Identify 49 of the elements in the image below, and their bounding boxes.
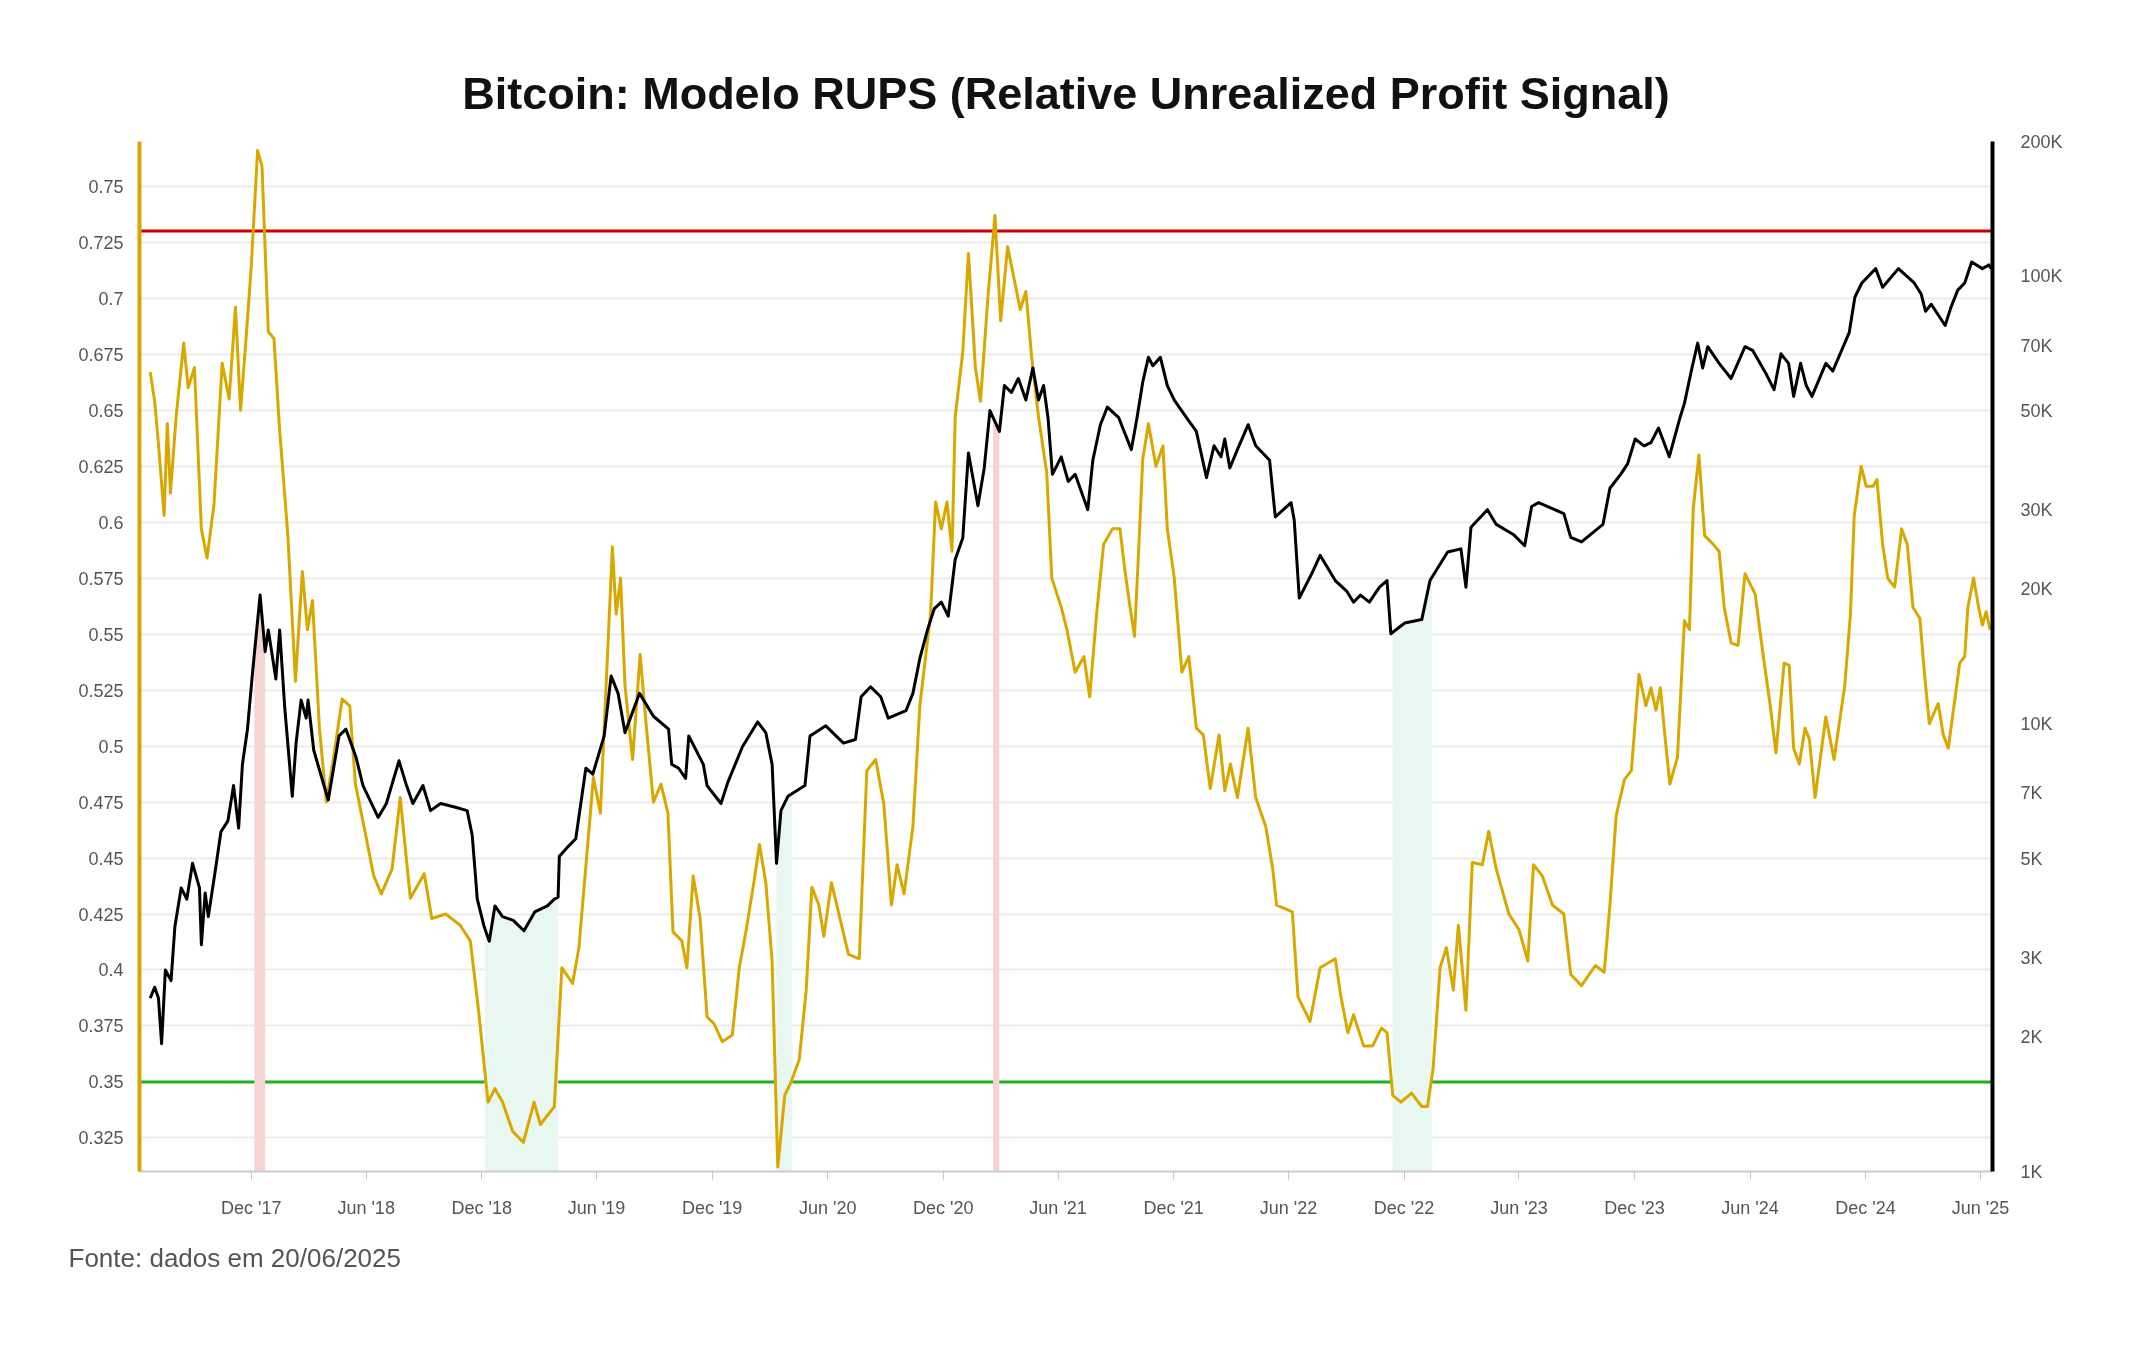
x-tick-label: Jun '19 bbox=[567, 1197, 626, 1218]
y2-tick-label: 5K bbox=[2020, 848, 2043, 869]
x-tick-label: Jun '23 bbox=[1490, 1197, 1548, 1218]
x-tick-label: Dec '22 bbox=[1373, 1197, 1435, 1218]
x-tick-label: Jun '22 bbox=[1259, 1197, 1318, 1218]
y2-tick-label: 2K bbox=[2020, 1026, 2043, 1047]
x-tick-label: Jun '24 bbox=[1721, 1197, 1779, 1218]
y2-tick-label: 100K bbox=[2020, 266, 2063, 287]
y2-tick-label: 30K bbox=[2020, 500, 2053, 521]
y-tick-label: 0.375 bbox=[78, 1016, 124, 1037]
y-tick-label: 0.325 bbox=[78, 1128, 124, 1149]
x-tick-label: Dec '17 bbox=[221, 1197, 282, 1218]
chart-title: Bitcoin: Modelo RUPS (Relative Unrealized Profit Signal) bbox=[462, 67, 1670, 119]
y-tick-label: 0.75 bbox=[88, 176, 124, 197]
y2-tick-label: 20K bbox=[2020, 579, 2053, 600]
y-tick-label: 0.525 bbox=[78, 680, 124, 701]
y-tick-label: 0.35 bbox=[88, 1072, 124, 1093]
y-tick-label: 0.475 bbox=[78, 792, 124, 813]
source-note: Fonte: dados em 20/06/2025 bbox=[68, 1242, 401, 1273]
y-tick-label: 0.675 bbox=[78, 344, 124, 365]
x-tick-label: Dec '21 bbox=[1143, 1197, 1204, 1218]
y2-tick-label: 1K bbox=[2020, 1161, 2043, 1182]
y-tick-label: 0.55 bbox=[88, 624, 124, 645]
x-tick-label: Dec '18 bbox=[451, 1197, 512, 1218]
y2-tick-label: 200K bbox=[2020, 131, 2063, 152]
y-tick-label: 0.45 bbox=[88, 848, 124, 869]
x-tick-label: Jun '20 bbox=[798, 1197, 857, 1218]
y-tick-label: 0.7 bbox=[98, 288, 124, 309]
x-tick-label: Dec '24 bbox=[1835, 1197, 1896, 1218]
y2-tick-label: 50K bbox=[2020, 401, 2053, 421]
y2-tick-label: 70K bbox=[2020, 335, 2053, 356]
y-tick-label: 0.575 bbox=[78, 568, 124, 589]
x-tick-label: Dec '23 bbox=[1604, 1197, 1665, 1218]
y2-tick-label: 3K bbox=[2020, 947, 2043, 968]
y-tick-label: 0.425 bbox=[78, 904, 124, 925]
x-tick-label: Dec '19 bbox=[681, 1197, 743, 1218]
y2-tick-label: 10K bbox=[2020, 713, 2053, 734]
y-tick-label: 0.65 bbox=[88, 400, 124, 421]
y-tick-label: 0.725 bbox=[78, 232, 124, 253]
y-tick-label: 0.5 bbox=[98, 736, 124, 757]
x-tick-label: Dec '20 bbox=[912, 1197, 974, 1218]
x-tick-label: Jun '21 bbox=[1029, 1197, 1087, 1218]
line-series bbox=[148, 148, 1992, 1169]
y-tick-label: 0.6 bbox=[98, 512, 124, 533]
y2-tick-label: 7K bbox=[2020, 783, 2043, 804]
x-tick-label: Jun '18 bbox=[337, 1197, 395, 1218]
x-tick-label: Jun '25 bbox=[1951, 1197, 2010, 1218]
y-tick-label: 0.4 bbox=[98, 960, 124, 981]
y-tick-label: 0.625 bbox=[78, 456, 124, 477]
